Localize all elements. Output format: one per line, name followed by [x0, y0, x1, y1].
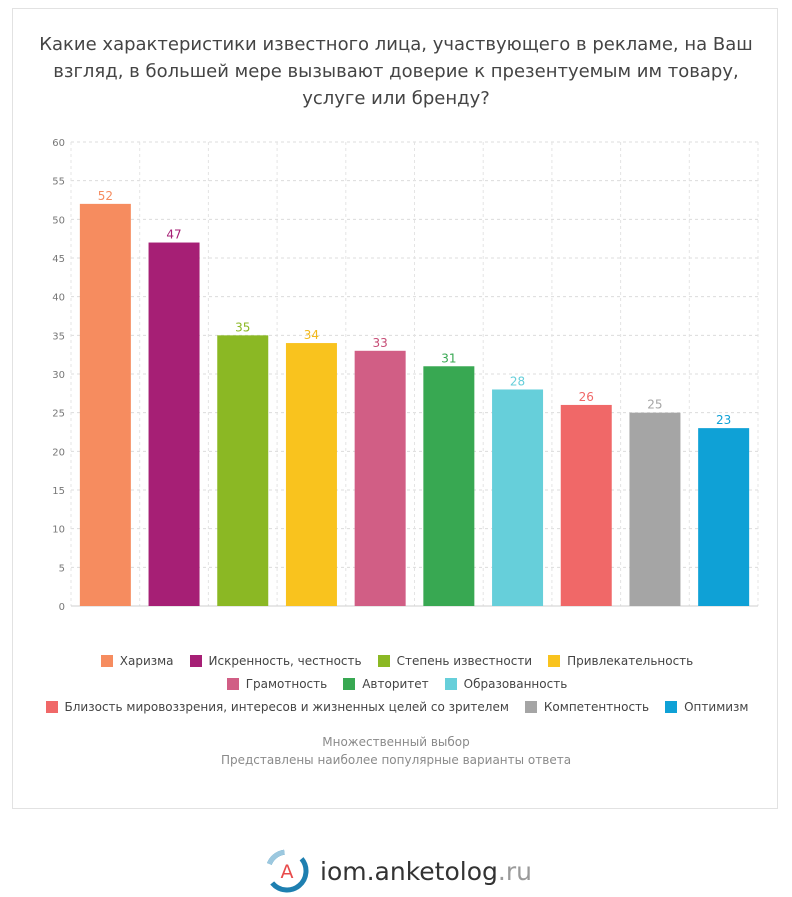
legend-label: Харизма: [119, 653, 174, 668]
data-label-4: 34: [304, 328, 319, 342]
legend-swatch: [343, 677, 356, 690]
y-tick-label: 60: [52, 138, 65, 149]
legend-item[interactable]: Искренность, честность: [189, 649, 362, 672]
legend-label: Оптимизм: [684, 699, 749, 714]
bar-10: [698, 428, 750, 606]
data-label-2: 47: [166, 228, 181, 242]
legend-swatch: [377, 654, 390, 667]
legend-swatch: [226, 677, 239, 690]
data-labels: 52 47 35 34 33 31 28 26 25 23: [98, 189, 732, 427]
data-label-1: 52: [98, 189, 113, 203]
brand-logo[interactable]: A iom.anketolog.ru: [264, 848, 532, 894]
legend-swatch: [444, 677, 457, 690]
legend-label: Образованность: [463, 676, 568, 691]
logo-tld: .ru: [497, 856, 532, 886]
legend-item[interactable]: Степень известности: [377, 649, 533, 672]
legend-item[interactable]: Авторитет: [343, 672, 429, 695]
bar-chart: 0 5 10 15 20 25 30 35 40 45 50 55 60 52 47 35 34 33 31 28 2…: [52, 138, 759, 613]
legend-label: Компетентность: [543, 699, 650, 714]
y-tick-label: 0: [59, 602, 65, 613]
bar-6: [423, 366, 475, 606]
logo-wordmark: iom.anketolog.ru: [320, 857, 532, 886]
y-tick-label: 55: [52, 177, 65, 188]
bars: [79, 203, 750, 607]
bar-8: [560, 404, 612, 606]
bar-7: [492, 389, 544, 606]
legend-swatch: [45, 700, 58, 713]
legend-swatch: [524, 700, 537, 713]
legend-item[interactable]: Харизма: [100, 649, 174, 672]
legend-item[interactable]: Грамотность: [226, 672, 328, 695]
legend-swatch: [100, 654, 113, 667]
legend-label: Искренность, честность: [208, 653, 362, 668]
legend-item[interactable]: Привлекательность: [548, 649, 693, 672]
legend-item[interactable]: Компетентность: [524, 695, 650, 718]
legend-swatch: [665, 700, 678, 713]
note-multiple-choice: Множественный выбор: [322, 735, 470, 749]
data-label-8: 26: [579, 390, 594, 404]
legend-label: Привлекательность: [567, 653, 694, 668]
y-tick-label: 25: [52, 409, 65, 420]
logo-letter: A: [281, 861, 294, 883]
bar-1: [79, 203, 131, 606]
legend-item[interactable]: Оптимизм: [665, 695, 748, 718]
data-label-3: 35: [235, 320, 250, 334]
legend: Харизма Искренность, честность Степень изв…: [37, 649, 757, 718]
bar-4: [285, 343, 337, 606]
chart-card: Какие характеристики известного лица, уч…: [12, 8, 778, 809]
bar-3: [217, 335, 269, 606]
y-tick-label: 40: [52, 293, 65, 304]
legend-item[interactable]: Близость мировоззрения, интересов и жизн…: [45, 695, 509, 718]
y-tick-label: 5: [59, 563, 65, 574]
y-tick-label: 15: [52, 486, 65, 497]
data-label-5: 33: [373, 336, 388, 350]
legend-label: Авторитет: [362, 676, 429, 691]
y-tick-label: 50: [52, 215, 65, 226]
y-tick-label: 30: [52, 370, 65, 381]
legend-swatch: [189, 654, 202, 667]
y-tick-label: 10: [52, 525, 65, 536]
legend-item[interactable]: Образованность: [444, 672, 568, 695]
bar-2: [148, 242, 200, 607]
bar-9: [629, 412, 681, 606]
y-tick-label: 20: [52, 447, 65, 458]
legend-label: Близость мировоззрения, интересов и жизн…: [64, 699, 509, 714]
data-label-6: 31: [441, 351, 456, 365]
chart-title: Какие характеристики известного лица, уч…: [39, 34, 753, 109]
data-label-10: 23: [716, 413, 731, 427]
y-tick-label: 45: [52, 254, 65, 265]
bar-5: [354, 350, 406, 606]
y-tick-label: 35: [52, 331, 65, 342]
note-popular-answers: Представлены наиболее популярные вариант…: [220, 753, 572, 767]
legend-label: Степень известности: [396, 653, 533, 668]
legend-swatch: [548, 654, 561, 667]
legend-label: Грамотность: [245, 676, 328, 691]
data-label-9: 25: [647, 398, 662, 412]
logo-name: iom.anketolog: [320, 856, 498, 886]
anketolog-logo-icon: A: [265, 849, 309, 893]
data-label-7: 28: [510, 374, 525, 388]
